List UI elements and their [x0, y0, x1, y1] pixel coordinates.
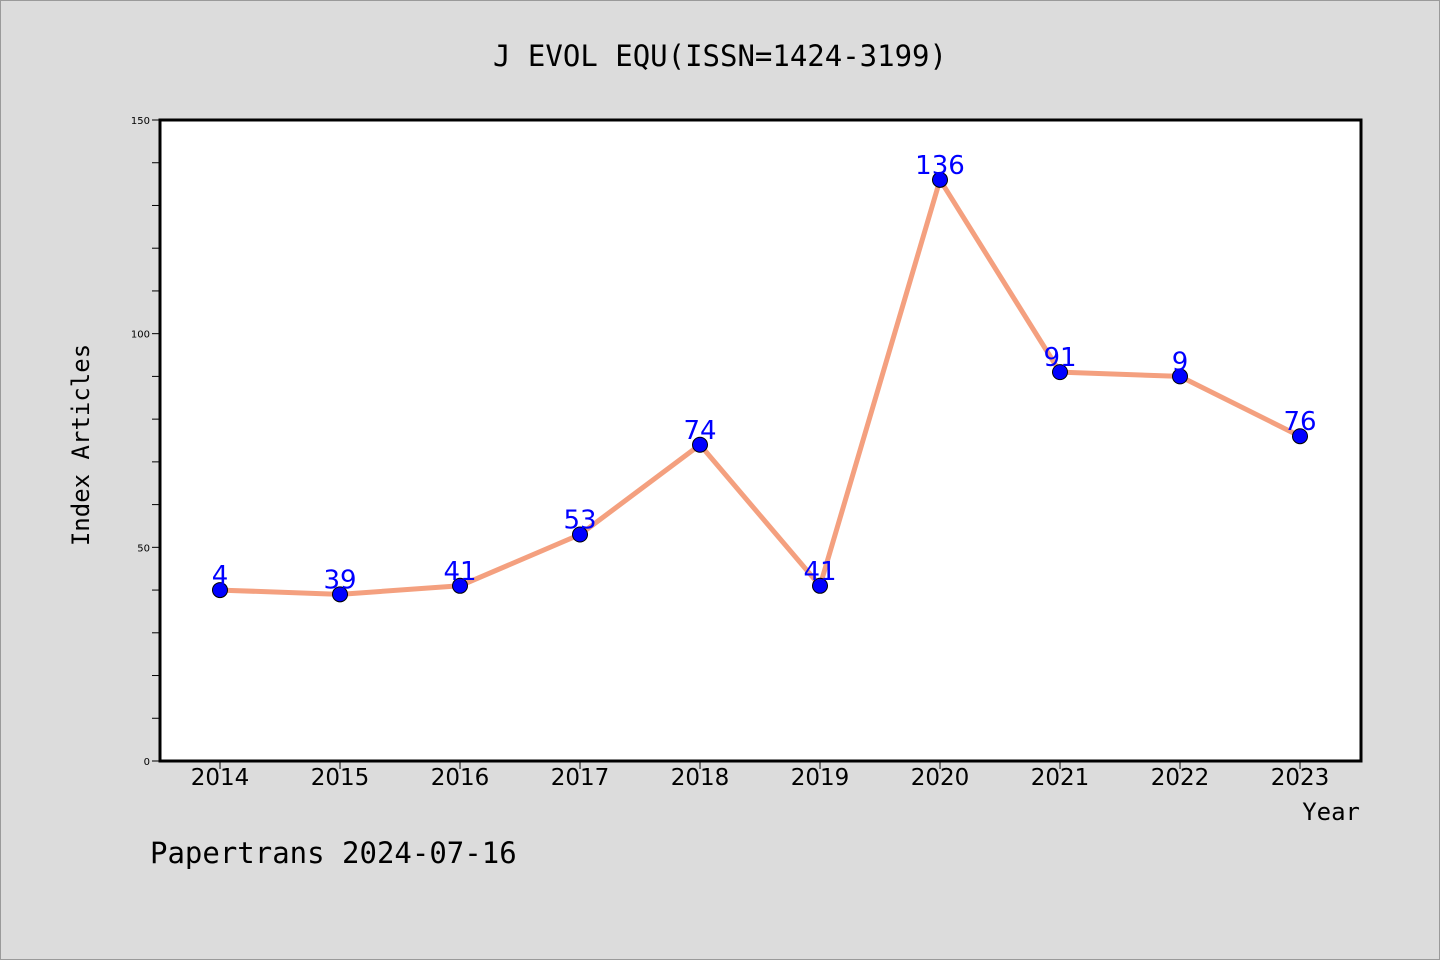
x-tick-label: 2019	[791, 765, 850, 791]
x-tick-label: 2021	[1031, 765, 1090, 791]
y-axis: 0 50 100 150	[131, 116, 160, 768]
x-tick-label: 2023	[1271, 765, 1330, 791]
data-label: 41	[443, 557, 476, 587]
data-point	[572, 526, 588, 543]
series-line	[217, 177, 1303, 597]
data-label: 74	[683, 416, 716, 446]
data-markers	[212, 171, 1308, 603]
series-polyline	[217, 177, 1303, 597]
x-tick-label: 2018	[671, 765, 730, 791]
x-axis-label: Year	[1302, 798, 1360, 826]
y-tick-label: 150	[131, 116, 150, 127]
data-point	[332, 586, 348, 603]
data-label: 136	[915, 151, 965, 181]
x-tick-label: 2017	[551, 765, 610, 791]
data-labels: 4 39 41 53 74 41 136 91 9 76	[212, 151, 1317, 596]
footer-credit: Papertrans 2024-07-16	[150, 836, 517, 870]
y-tick-label: 50	[137, 543, 150, 554]
data-label: 41	[803, 557, 836, 587]
x-tick-label: 2015	[311, 765, 370, 791]
x-tick-label: 2020	[911, 765, 970, 791]
x-tick-label: 2014	[191, 765, 250, 791]
data-point	[1052, 364, 1068, 381]
y-tick-label: 100	[131, 330, 150, 341]
y-tick-label: 0	[144, 757, 150, 768]
data-label: 53	[563, 506, 596, 536]
plot-area	[158, 118, 1363, 763]
data-label: 39	[323, 565, 356, 595]
data-point	[1292, 428, 1308, 445]
data-label: 9	[1172, 347, 1189, 377]
data-point	[1172, 368, 1188, 385]
data-point	[812, 577, 828, 594]
x-axis: 2014 2015 2016 2017 2018 2019 2020 2021 2022 2023	[191, 761, 1330, 791]
x-tick-label: 2016	[431, 765, 490, 791]
y-axis-label: Index Articles	[67, 344, 95, 546]
x-tick-label: 2022	[1151, 765, 1210, 791]
data-label: 91	[1043, 343, 1076, 373]
data-label: 76	[1283, 407, 1316, 437]
data-point	[692, 436, 708, 453]
chart-title: J EVOL EQU(ISSN=1424-3199)	[493, 39, 947, 73]
data-label: 4	[212, 561, 229, 591]
data-point	[932, 171, 948, 188]
data-point	[452, 577, 468, 594]
data-point	[212, 582, 228, 599]
